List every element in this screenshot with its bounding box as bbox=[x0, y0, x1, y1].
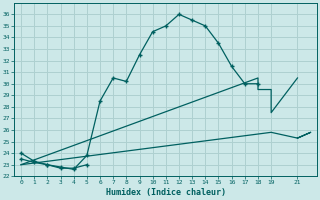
X-axis label: Humidex (Indice chaleur): Humidex (Indice chaleur) bbox=[106, 188, 226, 197]
